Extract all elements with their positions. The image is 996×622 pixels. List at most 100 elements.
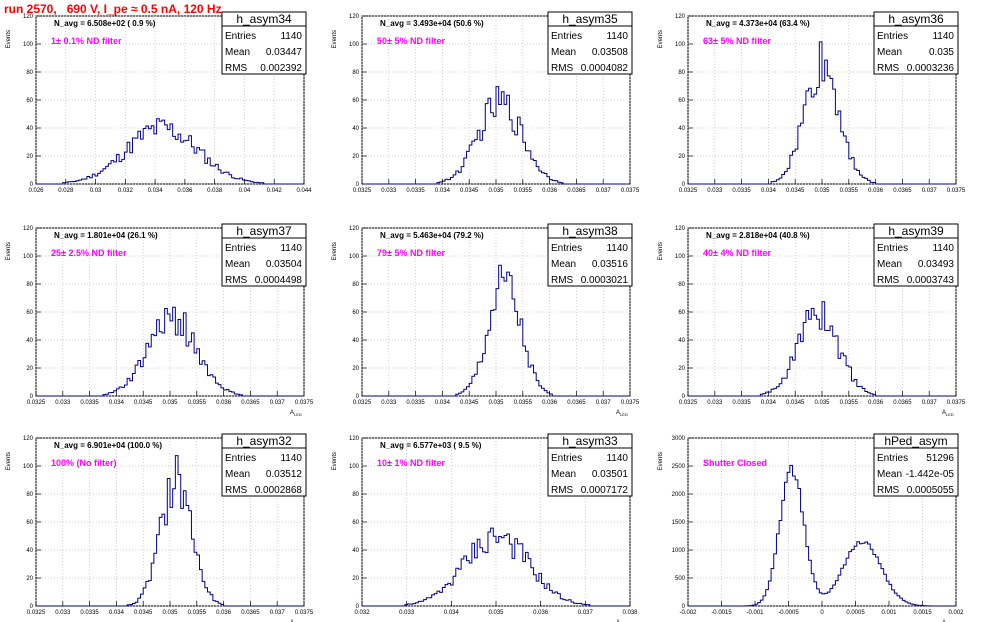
filter-label: Shutter Closed [703,458,767,468]
x-tick-label: 0.033 [55,400,71,406]
y-tick-label: 40 [352,338,359,344]
stat-label: Entries [877,31,908,42]
histogram-series [36,455,304,607]
stat-label: Mean [551,259,576,270]
filter-label: 40± 4% ND filter [703,248,771,258]
navg-label: N_avg = 6.577e+03 ( 9.5 %) [380,441,482,450]
x-tick-label: 0.0345 [786,400,805,406]
x-tick-label: 0.038 [207,188,223,194]
x-tick-label: 0.034 [761,188,777,194]
stat-value: -1.442e-05 [906,469,955,480]
stat-label: Entries [225,31,256,42]
x-tick-label: 0.0365 [241,400,260,406]
histogram-name: hPed_asym [884,434,947,448]
stat-label: Entries [877,243,908,254]
stat-value: 0.0003021 [581,275,629,286]
navg-label: N_avg = 2.818e+04 (40.8 %) [706,231,810,240]
stats-box [221,223,307,287]
filter-label: 63± 5% ND filter [703,36,771,46]
y-tick-label: 60 [26,520,33,526]
x-tick-label: 0.0365 [567,188,586,194]
x-tick-label: 0.0375 [295,400,314,406]
stat-value: 1140 [280,243,302,254]
x-tick-label: 0.036 [542,400,558,406]
y-tick-label: 60 [26,310,33,316]
stat-label: Mean [551,47,576,58]
y-tick-label: 0 [682,394,686,400]
x-tick-label: 0.034 [109,610,125,616]
x-tick-label: 0.034 [435,188,451,194]
histogram-series [362,527,630,607]
x-tick-label: 0.035 [488,610,504,616]
stat-value: 1140 [932,31,954,42]
stat-value: 0.0003743 [907,275,955,286]
y-tick-label: 60 [352,520,359,526]
navg-label: N_avg = 4.373e+04 (63.4 %) [706,19,810,28]
y-tick-label: 100 [349,42,360,48]
x-tick-label: 0.0355 [188,400,207,406]
x-tick-label: 0.0375 [621,400,640,406]
y-tick-label: 1000 [672,548,686,554]
stat-label: RMS [877,63,900,74]
stat-value: 0.03512 [266,469,303,480]
y-tick-label: 0 [30,604,34,610]
y-axis-title: Events [332,30,338,48]
stat-value: 1140 [606,453,628,464]
y-tick-label: 40 [26,548,33,554]
stat-label: Entries [877,453,908,464]
y-tick-label: 500 [675,576,686,582]
stat-label: RMS [225,275,248,286]
x-tick-label: 0.034 [109,400,125,406]
x-tick-label: 0.035 [814,400,830,406]
x-tick-label: 0.033 [399,610,415,616]
histogram-series [688,301,956,397]
stat-value: 1140 [606,243,628,254]
y-tick-label: 40 [352,126,359,132]
x-tick-label: 0.036 [868,188,884,194]
stat-label: Mean [551,469,576,480]
stats-box [547,11,633,75]
run-info-title: run 2570, 690 V, I_pe ≈ 0.5 nA, 120 Hz [4,2,222,16]
x-tick-label: 0.028 [58,188,74,194]
y-tick-label: 20 [352,366,359,372]
y-tick-label: 40 [678,338,685,344]
filter-label: 1± 0.1% ND filter [51,36,122,46]
x-tick-label: -0.001 [746,610,764,616]
x-tick-label: -0.0015 [711,610,732,616]
y-tick-label: 40 [678,126,685,132]
stat-label: Entries [551,31,582,42]
y-tick-label: 40 [26,338,33,344]
stats-box [547,433,633,497]
stat-label: RMS [877,485,900,496]
x-tick-label: 0.034 [444,610,460,616]
x-tick-label: 0.044 [296,188,312,194]
x-tick-label: 0.0375 [947,188,966,194]
x-tick-label: 0.037 [578,610,594,616]
stat-label: Mean [877,47,902,58]
y-axis-title: Events [332,452,338,470]
y-tick-label: 60 [678,310,685,316]
x-tick-label: 0.001 [881,610,897,616]
x-tick-label: 0.037 [922,188,938,194]
x-tick-label: 0.033 [55,610,71,616]
x-tick-label: 0.0005 [846,610,865,616]
x-tick-label: 0.034 [761,400,777,406]
stat-value: 1140 [606,31,628,42]
x-tick-label: 0.0335 [80,400,99,406]
panel-h_asym33: 0.032 0.033 0.034 0.035 0.036 0.037 0.038 0 20 40… [332,433,638,622]
x-tick-label: 0.037 [596,188,612,194]
x-tick-label: 0.035 [162,400,178,406]
x-tick-label: 0.037 [270,400,286,406]
stat-value: 0.03493 [918,259,955,270]
x-tick-label: 0.036 [216,400,232,406]
y-tick-label: 100 [675,42,686,48]
x-tick-label: 0.0375 [621,188,640,194]
stat-label: Mean [225,47,250,58]
filter-label: 100% (No filter) [51,458,117,468]
y-tick-label: 80 [678,282,685,288]
x-tick-label: 0.037 [270,610,286,616]
stat-label: Mean [877,259,902,270]
stat-value: 0.03501 [592,469,629,480]
stat-label: Mean [225,259,250,270]
y-tick-label: 80 [26,282,33,288]
